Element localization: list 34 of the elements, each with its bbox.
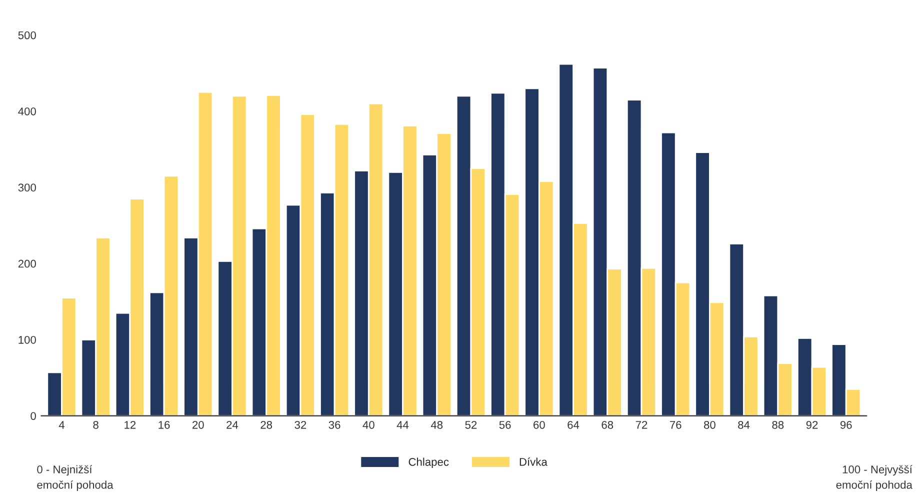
- x-tick-label: 80: [704, 420, 716, 429]
- y-tick-label: 100: [18, 336, 36, 344]
- x-tick-label: 72: [636, 420, 648, 429]
- x-tick-label: 12: [124, 420, 136, 429]
- x-tick-label: 84: [738, 420, 750, 429]
- text: 0 - Nejnižší emoční pohoda: [37, 465, 114, 491]
- x-tick-label: 88: [772, 420, 784, 429]
- x-tick-label: 92: [806, 420, 818, 429]
- text: 100 - Nejvyšší emoční pohoda: [836, 465, 912, 491]
- x-tick-label: 48: [430, 420, 443, 429]
- x-tick-label: 96: [840, 420, 852, 429]
- y-tick-label: 300: [18, 184, 36, 192]
- x-tick-label: 76: [670, 420, 682, 429]
- x-tick-label: 68: [602, 420, 614, 429]
- x-tick-label: 8: [93, 420, 98, 429]
- x-tick-label: 56: [499, 420, 511, 429]
- x-tick-label: 44: [396, 421, 409, 429]
- x-tick-label: 52: [465, 420, 477, 429]
- x-tick-label: 60: [534, 420, 545, 429]
- x-tick-label: 36: [328, 420, 340, 429]
- x-tick-label: 20: [192, 420, 204, 429]
- x-tick-label: 24: [226, 420, 238, 429]
- x-tick-label: 40: [362, 420, 374, 429]
- x-tick-label: 28: [260, 420, 272, 429]
- x-tick-label: 4: [58, 421, 64, 429]
- legend-label: Chlapec: [408, 458, 449, 468]
- x-tick-label: 32: [294, 420, 306, 429]
- x-tick-label: 16: [158, 420, 170, 429]
- y-tick-label: 500: [18, 31, 36, 40]
- legend-label: Dívka: [520, 458, 548, 466]
- y-tick-label: 0: [30, 412, 36, 420]
- x-tick-label: 64: [568, 420, 580, 429]
- y-tick-label: 200: [18, 260, 36, 268]
- y-tick-label: 400: [18, 107, 36, 116]
